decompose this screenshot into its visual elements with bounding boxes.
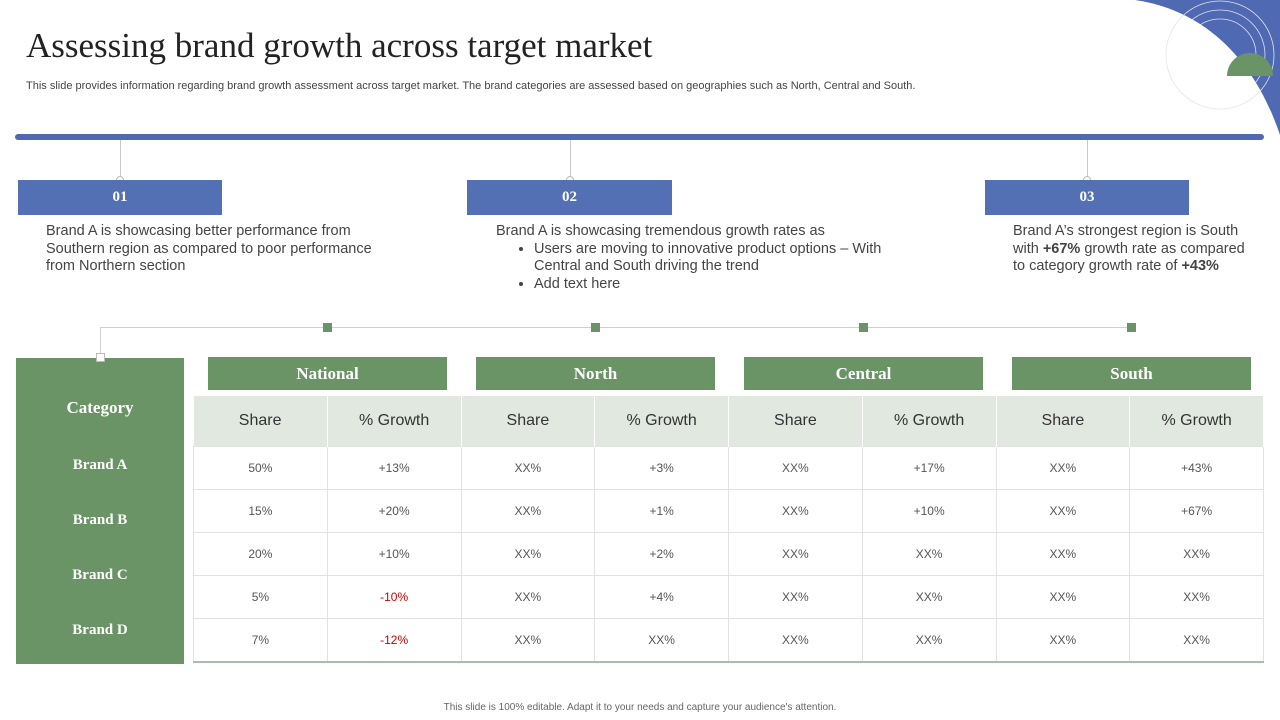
table-cell: -12%	[327, 618, 462, 663]
region-header-national: National	[208, 357, 447, 390]
column-header: Share	[461, 396, 596, 447]
table-cell: XX%	[728, 575, 863, 619]
table-cell: 15%	[193, 489, 328, 533]
table-cell: XX%	[461, 446, 596, 490]
connector-dot	[96, 353, 105, 362]
point-bullets: Users are moving to innovative product o…	[496, 241, 896, 294]
corner-decoration	[1135, 0, 1280, 135]
brand-label: Brand D	[72, 622, 128, 638]
table-cell: XX%	[461, 489, 596, 533]
point-number-box: 02	[467, 180, 672, 215]
column-header: % Growth	[862, 396, 997, 447]
table-cell: +10%	[327, 532, 462, 576]
growth-table: Share % Growth Share % Growth Share % Gr…	[193, 396, 1264, 663]
table-cell: XX%	[1129, 575, 1264, 619]
category-label: Category	[66, 398, 134, 417]
table-cell: XX%	[728, 446, 863, 490]
table-row: 20% +10% XX% +2% XX% XX% XX% XX%	[193, 532, 1264, 576]
table-cell: XX%	[1129, 618, 1264, 663]
point-text-part: growth rate as compared to category grow…	[1013, 240, 1245, 275]
table-cell: XX%	[996, 489, 1131, 533]
bullet-item: Users are moving to innovative product o…	[534, 241, 896, 276]
table-cell: 7%	[193, 618, 328, 663]
table-row: 50% +13% XX% +3% XX% +17% XX% +43%	[193, 446, 1264, 490]
table-cell: XX%	[728, 532, 863, 576]
table-cell: 5%	[193, 575, 328, 619]
page-title: Assessing brand growth across target mar…	[26, 26, 653, 65]
table-cell: XX%	[996, 575, 1131, 619]
table-cell: 50%	[193, 446, 328, 490]
table-cell: 20%	[193, 532, 328, 576]
brand-label: Brand A	[72, 457, 128, 473]
region-connector-line	[100, 327, 1132, 328]
table-cell: XX%	[728, 618, 863, 663]
connector-line	[1087, 140, 1088, 180]
table-cell: -10%	[327, 575, 462, 619]
table-cell: XX%	[461, 575, 596, 619]
connector-square	[591, 323, 600, 332]
table-cell: +2%	[594, 532, 729, 576]
table-cell: +43%	[1129, 446, 1264, 490]
table-cell: +13%	[327, 446, 462, 490]
table-cell: XX%	[594, 618, 729, 663]
table-row: 5% -10% XX% +4% XX% XX% XX% XX%	[193, 575, 1264, 619]
point-text-part: Brand A’s strongest region is South with	[1013, 223, 1239, 257]
connector-line	[570, 140, 571, 180]
table-cell: XX%	[862, 532, 997, 576]
point-text: Brand A is showcasing better performance…	[46, 223, 372, 274]
region-header-south: South	[1012, 357, 1251, 390]
table-cell: XX%	[862, 575, 997, 619]
table-cell: +10%	[862, 489, 997, 533]
column-header: % Growth	[594, 396, 729, 447]
connector-square	[1127, 323, 1136, 332]
table-row: 15% +20% XX% +1% XX% +10% XX% +67%	[193, 489, 1264, 533]
brand-label: Brand B	[72, 512, 128, 528]
table-cell: +3%	[594, 446, 729, 490]
connector-line	[120, 140, 121, 180]
table-cell: +17%	[862, 446, 997, 490]
point-number-box: 01	[18, 180, 222, 215]
table-cell: XX%	[461, 618, 596, 663]
table-cell: XX%	[728, 489, 863, 533]
table-cell: +1%	[594, 489, 729, 533]
table-cell: XX%	[996, 446, 1131, 490]
table-cell: +67%	[1129, 489, 1264, 533]
footer-note: This slide is 100% editable. Adapt it to…	[443, 702, 837, 713]
page-subtitle: This slide provides information regardin…	[26, 80, 916, 92]
connector-square	[859, 323, 868, 332]
bullet-item: Add text here	[534, 276, 896, 294]
column-header: % Growth	[327, 396, 462, 447]
point-text: Brand A is showcasing tremendous growth …	[496, 223, 896, 293]
table-cell: XX%	[996, 532, 1131, 576]
point-intro: Brand A is showcasing tremendous growth …	[496, 223, 825, 239]
highlight-value: +43%	[1181, 258, 1219, 274]
timeline-bar	[15, 134, 1264, 140]
point-number-box: 03	[985, 180, 1189, 215]
highlight-value: +67%	[1042, 240, 1081, 257]
region-header-north: North	[476, 357, 715, 390]
table-cell: XX%	[461, 532, 596, 576]
category-connector-line	[100, 327, 101, 355]
column-header: % Growth	[1129, 396, 1264, 447]
point-text: Brand A’s strongest region is South with…	[1013, 223, 1258, 276]
table-row: 7% -12% XX% XX% XX% XX% XX% XX%	[193, 618, 1264, 663]
column-header: Share	[728, 396, 863, 447]
column-header: Share	[996, 396, 1131, 447]
table-cell: XX%	[996, 618, 1131, 663]
table-header-row: Share % Growth Share % Growth Share % Gr…	[193, 396, 1264, 447]
category-column: Category Brand A Brand B Brand C Brand D	[16, 358, 184, 664]
table-cell: XX%	[1129, 532, 1264, 576]
table-cell: +4%	[594, 575, 729, 619]
connector-square	[323, 323, 332, 332]
region-header-central: Central	[744, 357, 983, 390]
column-header: Share	[193, 396, 328, 447]
table-cell: XX%	[862, 618, 997, 663]
table-cell: +20%	[327, 489, 462, 533]
brand-label: Brand C	[72, 567, 128, 583]
